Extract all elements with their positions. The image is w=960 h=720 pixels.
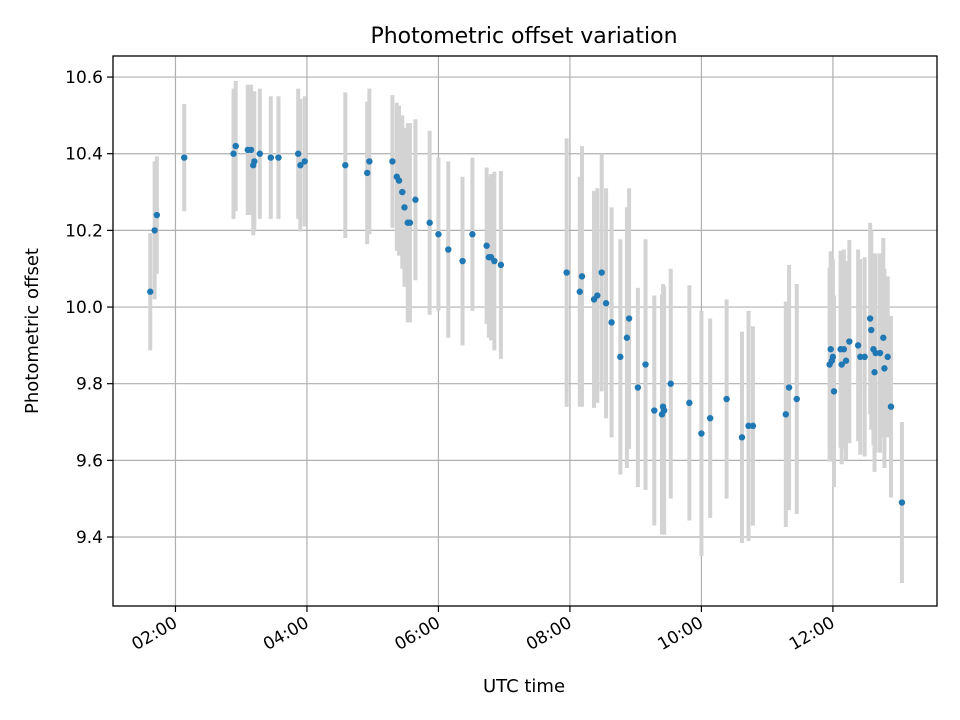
data-point [469,231,476,238]
x-tick-label: 04:00 [260,613,312,655]
data-point [297,162,304,169]
data-point [857,353,864,361]
data-point [294,150,302,157]
chart-title: Photometric offset variation [370,24,677,49]
data-point [861,353,868,361]
x-tick-label: 12:00 [786,613,838,655]
data-point [840,346,848,353]
y-tick-label: 9.8 [76,375,103,395]
data-point [706,414,714,422]
data-point [880,334,887,341]
plot-frame [112,55,938,607]
data-point [435,231,442,238]
x-tick-label: 08:00 [523,613,575,655]
data-point [483,242,490,249]
y-tick-label: 10.0 [65,298,103,318]
error-bars [148,80,904,584]
data-point [872,349,879,357]
x-axis-label: UTC time [483,676,565,697]
data-point [866,315,874,322]
data-point [830,388,838,395]
data-point [598,269,605,276]
data-point [667,380,674,387]
data-point [749,422,757,430]
data-point [827,346,834,353]
data-point [723,395,730,403]
data-point [364,169,371,177]
data-point [406,219,414,226]
x-tick-label: 06:00 [392,613,444,655]
data-point [181,154,188,161]
y-axis-label: Photometric offset [22,248,43,414]
data-point [608,319,615,326]
data-point [829,353,837,361]
data-point [232,142,239,150]
data-point [267,154,274,161]
data-point [738,434,746,441]
data-point [342,162,349,169]
data-point [793,395,800,403]
data-point [625,315,633,322]
y-tick-label: 9.4 [76,528,103,548]
data-point [275,154,282,161]
data-point [401,204,408,211]
x-tick-label: 10:00 [654,613,706,655]
data-point [594,292,601,299]
data-point [846,338,853,345]
data-point [395,177,403,184]
data-point [854,342,862,349]
data-point [230,150,237,157]
data-point [578,273,586,280]
y-tick-label: 9.6 [76,451,103,471]
data-point [698,430,705,437]
data-point [412,196,419,203]
data-point [426,219,433,226]
data-point [497,261,505,269]
data-point [389,158,396,165]
data-point [642,361,649,368]
data-point [256,150,264,157]
y-tick-label: 10.4 [65,145,103,165]
data-point [602,300,610,307]
data-point [623,334,631,341]
data-points [147,142,906,506]
data-point [884,353,891,361]
data-point [868,326,875,334]
data-point [876,349,884,357]
data-point [491,257,498,265]
data-point [660,407,668,414]
y-tick-label: 10.2 [65,221,103,241]
data-point [785,384,793,391]
data-point [247,146,255,154]
data-point [459,257,466,265]
data-point [651,407,658,414]
data-point [366,158,373,165]
data-point [399,188,406,196]
data-point [881,365,888,372]
data-point [782,411,789,418]
data-point [445,246,452,253]
y-tick-label: 10.6 [65,68,103,88]
data-point [153,211,161,219]
data-point [147,288,154,295]
data-point [251,158,258,165]
data-point [887,403,895,410]
data-point [842,357,850,364]
data-point [745,422,752,430]
data-point [634,384,642,391]
data-point [617,353,624,361]
x-tick-label: 02:00 [129,613,181,655]
data-point [838,361,845,368]
data-point [301,158,308,165]
data-point [871,369,878,376]
data-point [576,288,583,295]
data-point [151,227,158,234]
data-point [686,399,693,407]
data-point [563,269,570,276]
ticks: 02:00 04:00 06:00 08:00 10:00 12:00 9.4 9.6 9.8 1… [65,68,838,655]
data-point [898,499,906,506]
